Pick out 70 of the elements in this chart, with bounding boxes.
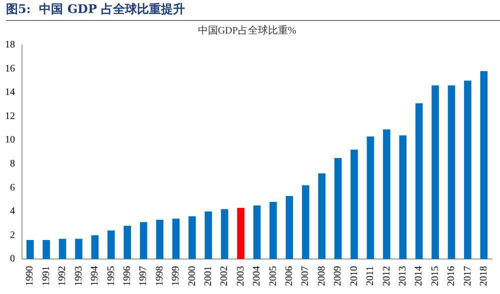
x-tick-label: 2005 [268, 266, 279, 286]
bar [302, 185, 310, 259]
bar [188, 216, 196, 259]
y-tick-label: 12 [5, 110, 15, 122]
y-tick-label: 10 [5, 134, 15, 146]
bar [253, 206, 261, 259]
x-tick-label: 1997 [138, 266, 150, 286]
x-tick-label: 2002 [219, 266, 230, 286]
x-tick-label: 2011 [365, 266, 376, 286]
x-tick-label: 1999 [170, 266, 182, 286]
y-tick-label: 16 [5, 63, 15, 74]
y-tick-label: 8 [10, 158, 15, 170]
bar [204, 211, 212, 259]
bar [75, 238, 82, 259]
x-tick-label: 2010 [348, 266, 360, 286]
bar [172, 218, 180, 259]
x-tick-label: 2008 [316, 266, 328, 286]
x-tick-label: 2009 [332, 266, 344, 286]
y-tick-label: 4 [10, 206, 15, 218]
x-tick-label: 2006 [284, 266, 296, 286]
x-tick-label: 1991 [40, 266, 52, 286]
bar [432, 85, 439, 259]
bar [286, 196, 294, 259]
y-tick-label: 14 [5, 87, 15, 98]
x-tick-label: 2018 [478, 266, 490, 286]
x-tick-label: 1998 [154, 266, 166, 286]
chart-subtitle: 中国GDP占全球比重% [198, 24, 296, 37]
bar [270, 202, 277, 259]
bar [26, 240, 34, 259]
bar [220, 209, 228, 259]
x-tick-label: 1994 [90, 266, 101, 286]
x-tick-label: 2015 [430, 266, 441, 286]
bar [124, 226, 131, 259]
x-tick-label: 2012 [381, 266, 392, 286]
bar [480, 71, 488, 259]
x-tick-label: 1995 [106, 266, 117, 286]
x-tick-label: 2007 [300, 266, 312, 286]
bar [350, 150, 358, 259]
bar [91, 235, 99, 259]
bar [399, 135, 407, 259]
bar [237, 208, 244, 259]
x-tick-label: 1993 [73, 266, 84, 286]
bar [318, 173, 326, 259]
bar [383, 129, 390, 259]
bar [448, 85, 456, 259]
x-tick-label: 1996 [122, 266, 133, 286]
y-tick-label: 18 [5, 40, 15, 51]
bar [464, 80, 472, 259]
y-tick-label: 2 [10, 230, 15, 241]
bar [42, 240, 50, 259]
bar [334, 158, 342, 259]
chart-title: 图5: 中国 GDP 占全球比重提升 [6, 0, 500, 21]
x-tick-label: 2000 [186, 266, 198, 286]
x-tick-label: 1990 [24, 266, 36, 286]
x-tick-label: 2014 [414, 266, 425, 286]
x-tick-label: 2003 [235, 266, 246, 286]
x-tick-label: 2013 [397, 266, 408, 286]
x-tick-label: 2001 [203, 266, 214, 286]
bar [58, 238, 66, 259]
bar [156, 220, 164, 259]
bar [366, 136, 374, 259]
x-tick-label: 2004 [252, 266, 263, 286]
y-tick-label: 6 [10, 182, 15, 194]
x-tick-label: 2017 [462, 266, 474, 286]
bar [107, 230, 115, 259]
bar [415, 103, 423, 259]
x-tick-label: 1992 [57, 266, 68, 286]
y-tick-label: 0 [10, 254, 15, 265]
x-tick-label: 2016 [446, 266, 458, 286]
bar [140, 222, 148, 259]
